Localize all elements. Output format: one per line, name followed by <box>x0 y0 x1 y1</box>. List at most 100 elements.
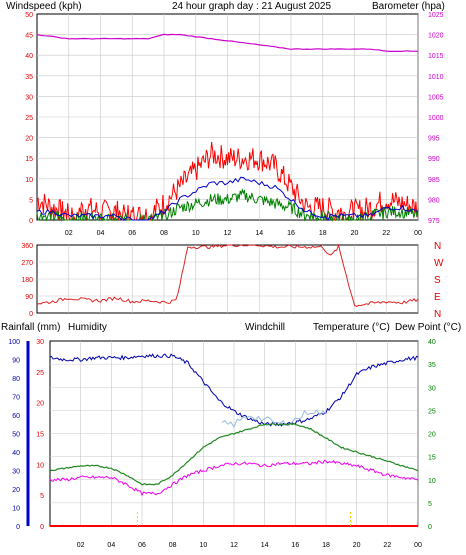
bottom-x-tick-label: 22 <box>383 542 391 549</box>
top-right-tick-label: 1005 <box>428 94 444 101</box>
dir-tick-label: 360 <box>21 243 33 250</box>
top-right-tick-label: 995 <box>428 136 440 143</box>
top-right-tick-label: 1000 <box>428 115 444 122</box>
humidity-tick-label: 80 <box>12 376 20 383</box>
rainfall-label: Rainfall (mm) <box>1 322 60 333</box>
humidity-tick-label: 60 <box>12 413 20 420</box>
humidity-tick-label: 100 <box>8 339 20 346</box>
humidity-tick-label: 40 <box>12 450 20 457</box>
top-left-tick-label: 45 <box>25 33 33 40</box>
rain-tick-label: 0 <box>40 524 44 531</box>
wind-direction-line <box>36 243 419 308</box>
bottom-x-tick-label: 02 <box>77 542 85 549</box>
humidity-tick-label: 20 <box>12 487 20 494</box>
windchill-line <box>221 409 327 429</box>
bottom-x-tick-label: 16 <box>291 542 299 549</box>
temp-tick-label: 35 <box>428 362 436 369</box>
humidity-tick-label: 10 <box>12 506 20 513</box>
top-right-tick-label: 975 <box>428 218 440 225</box>
rain-tick-label: 15 <box>36 432 44 439</box>
temp-tick-label: 5 <box>428 501 432 508</box>
temp-tick-label: 40 <box>428 339 436 346</box>
bottom-x-tick-label: 20 <box>353 542 361 549</box>
top-x-tick-label: 18 <box>319 230 327 237</box>
wind-avg-line <box>36 176 419 221</box>
top-x-tick-label: 00 <box>414 230 422 237</box>
top-left-tick-label: 40 <box>25 53 33 60</box>
temperature-label: Temperature (°C) <box>313 322 390 333</box>
top-x-tick-label: 20 <box>351 230 359 237</box>
temp-tick-label: 25 <box>428 408 436 415</box>
top-x-tick-label: 04 <box>97 230 105 237</box>
top-left-tick-label: 20 <box>25 136 33 143</box>
wind-gust-line <box>36 141 419 222</box>
top-x-tick-label: 02 <box>65 230 73 237</box>
dir-tick-label: 180 <box>21 277 33 284</box>
dir-tick-label: 0 <box>29 311 33 318</box>
dewpoint-line <box>49 459 419 497</box>
top-left-tick-label: 5 <box>29 197 33 204</box>
top-right-tick-label: 1020 <box>428 33 444 40</box>
top-right-tick-label: 985 <box>428 177 440 184</box>
temp-tick-label: 30 <box>428 385 436 392</box>
top-left-tick-label: 30 <box>25 94 33 101</box>
bottom-x-tick-label: 04 <box>107 542 115 549</box>
temp-tick-label: 20 <box>428 432 436 439</box>
bottom-x-tick-label: 10 <box>199 542 207 549</box>
dir-tick-label: 270 <box>21 260 33 267</box>
top-right-tick-label: 990 <box>428 156 440 163</box>
windspeed-label: Windspeed (kph) <box>6 1 82 12</box>
top-x-tick-label: 12 <box>224 230 232 237</box>
top-left-tick-label: 10 <box>25 177 33 184</box>
barometer-line <box>36 33 419 53</box>
bottom-x-tick-label: 18 <box>322 542 330 549</box>
temp-humidity-chart: 0102030405060708090100051015202530051015… <box>8 339 436 549</box>
chart-title: 24 hour graph day : 21 August 2025 <box>172 1 331 12</box>
humidity-tick-label: 0 <box>16 524 20 531</box>
top-right-tick-label: 1015 <box>428 53 444 60</box>
temperature-line <box>49 422 419 486</box>
humidity-tick-label: 90 <box>12 358 20 365</box>
barometer-label: Barometer (hpa) <box>372 1 445 12</box>
bottom-x-tick-label: 12 <box>230 542 238 549</box>
top-x-tick-label: 08 <box>160 230 168 237</box>
wind-baro-chart: 0510152025303540455097598098599099510001… <box>25 12 443 237</box>
bottom-x-tick-label: 08 <box>169 542 177 549</box>
top-right-tick-label: 1010 <box>428 74 444 81</box>
windchill-label: Windchill <box>245 322 285 333</box>
rain-tick-label: 25 <box>36 370 44 377</box>
rain-tick-label: 20 <box>36 401 44 408</box>
bottom-x-tick-label: 00 <box>414 542 422 549</box>
dir-compass-label: W <box>434 258 444 269</box>
temp-tick-label: 10 <box>428 478 436 485</box>
humidity-tick-label: 70 <box>12 395 20 402</box>
rain-tick-label: 10 <box>36 462 44 469</box>
temp-tick-label: 0 <box>428 524 432 531</box>
wind-min-line <box>36 187 419 222</box>
rain-tick-label: 30 <box>36 339 44 346</box>
dewpoint-label: Dew Point (°C) <box>395 322 461 333</box>
humidity-tick-label: 50 <box>12 432 20 439</box>
top-x-tick-label: 06 <box>128 230 136 237</box>
top-right-tick-label: 1025 <box>428 12 444 19</box>
dir-compass-label: N <box>434 241 441 252</box>
dir-compass-label: N <box>434 309 441 320</box>
top-x-tick-label: 14 <box>255 230 263 237</box>
humidity-line <box>49 353 419 427</box>
bottom-x-tick-label: 06 <box>138 542 146 549</box>
top-left-tick-label: 35 <box>25 74 33 81</box>
top-left-tick-label: 25 <box>25 115 33 122</box>
top-x-tick-label: 10 <box>192 230 200 237</box>
top-left-tick-label: 15 <box>25 156 33 163</box>
humidity-tick-label: 30 <box>12 469 20 476</box>
top-x-tick-label: 22 <box>382 230 390 237</box>
bottom-x-tick-label: 14 <box>261 542 269 549</box>
dir-compass-label: E <box>434 292 441 303</box>
top-left-tick-label: 50 <box>25 12 33 19</box>
top-x-tick-label: 16 <box>287 230 295 237</box>
temp-tick-label: 15 <box>428 455 436 462</box>
dir-tick-label: 90 <box>25 294 33 301</box>
